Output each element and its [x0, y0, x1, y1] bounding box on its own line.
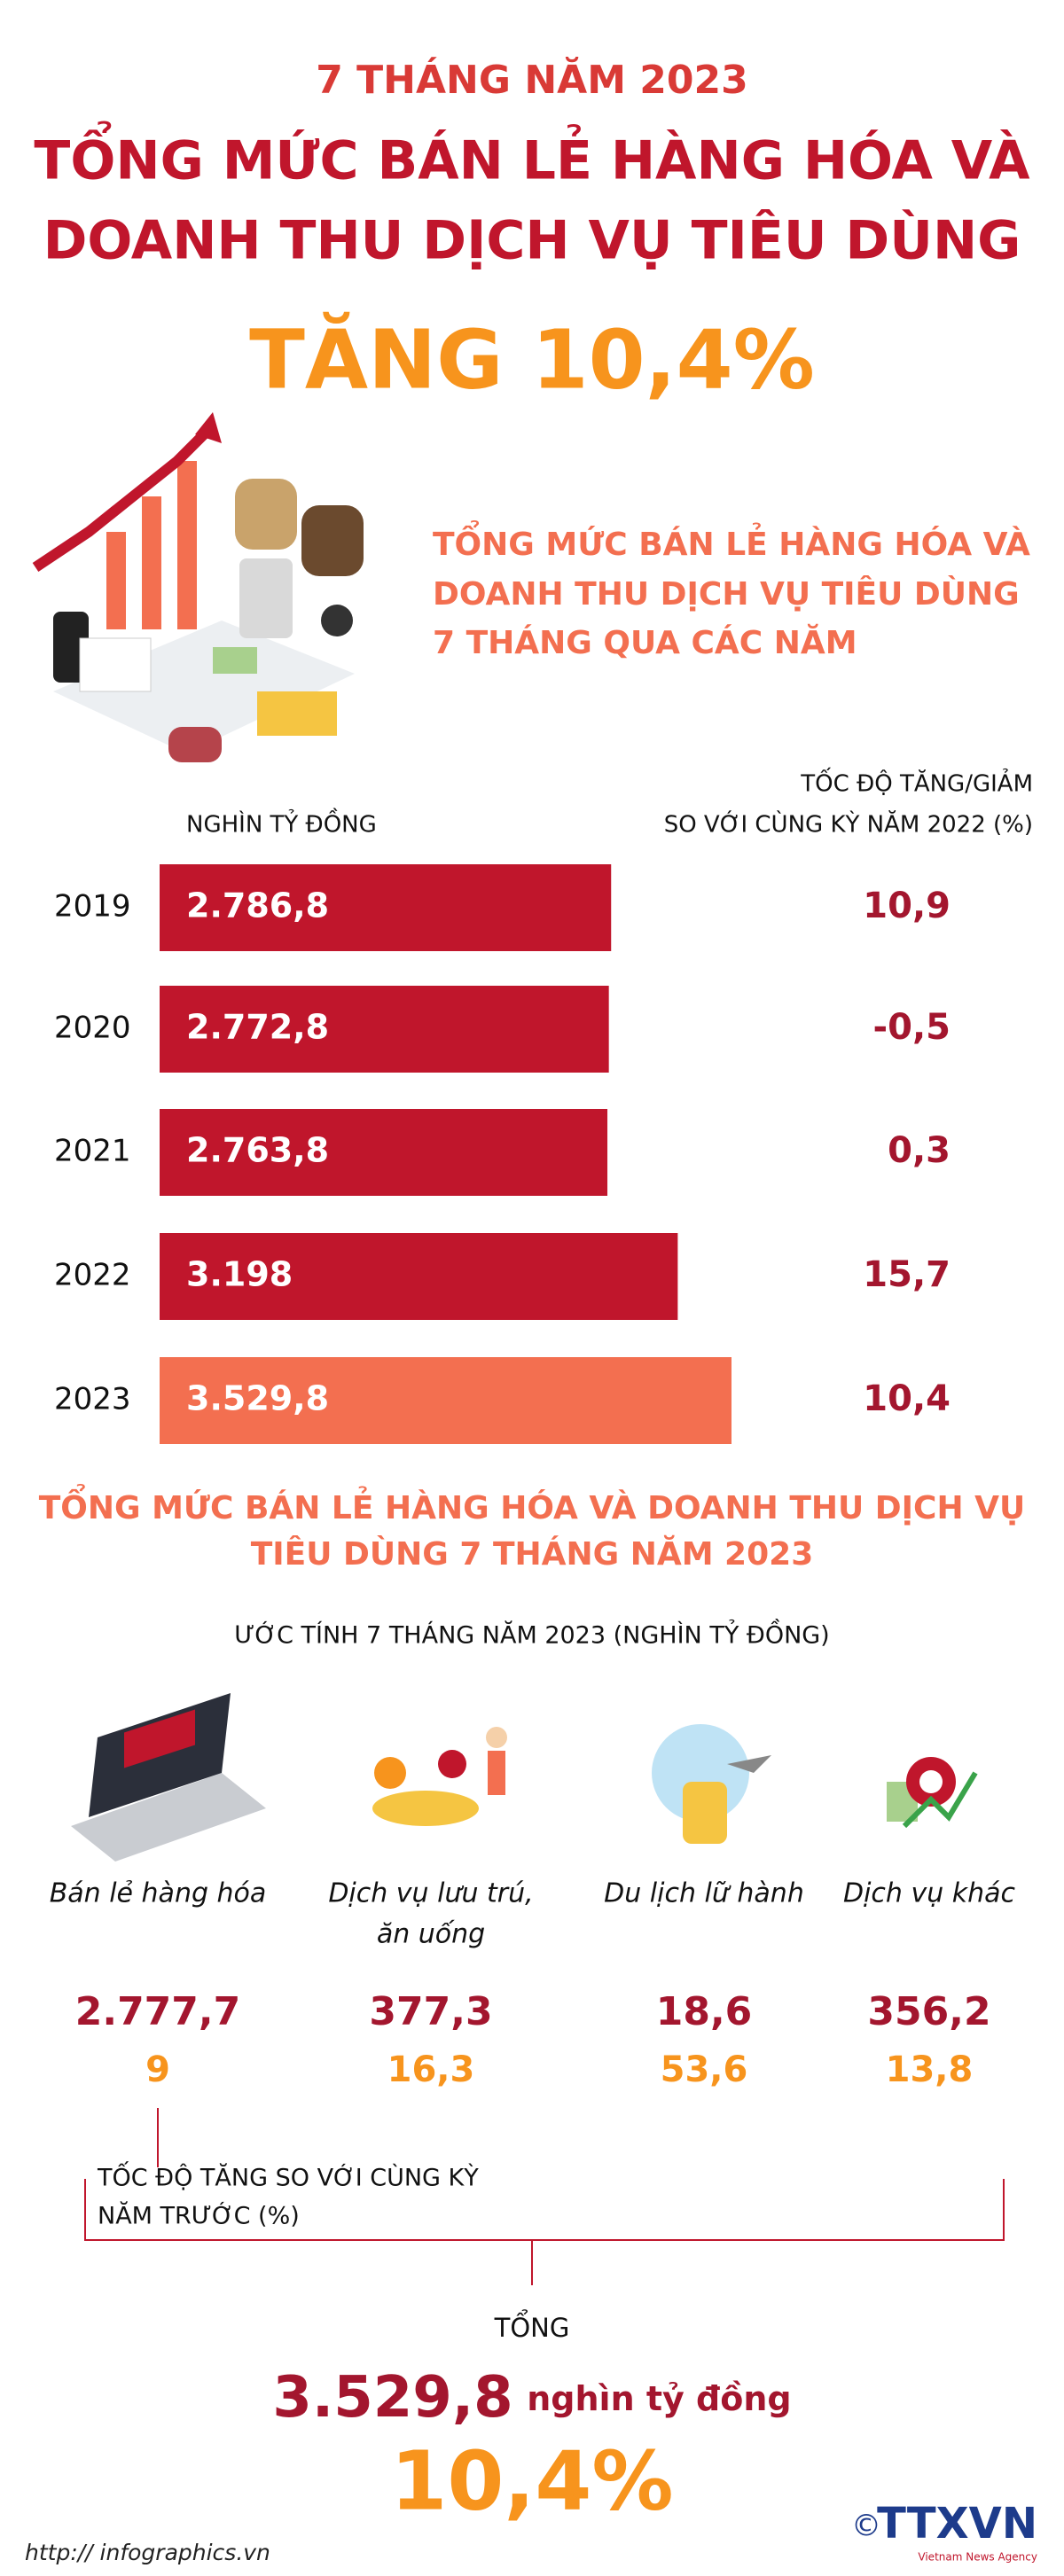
item-label: Dịch vụ khác — [843, 1878, 1016, 1909]
headline: TĂNG 10,4% — [249, 310, 815, 407]
value-label: 3.198 — [186, 1255, 293, 1294]
total-unit: nghìn tỷ đồng — [527, 2379, 791, 2418]
bar-chart: 2019 2.786,8 10,9 2020 2.772,8 -0,5 2021 2.763,… — [54, 864, 951, 1444]
growth-value: 10,9 — [863, 886, 951, 926]
bar — [160, 1109, 608, 1196]
category-label: 2021 — [54, 1134, 131, 1169]
value-label: 2.786,8 — [186, 886, 329, 925]
breakdown-items: Bán lẻ hàng hóa 2.777,7 9 Dịch vụ lưu trú, ă… — [50, 1878, 1016, 2091]
title: DOANH THU DỊCH VỤ TIÊU DÙNG — [43, 208, 1021, 272]
chart-title: 7 THÁNG QUA CÁC NĂM — [433, 623, 857, 661]
bracket — [84, 2108, 1005, 2285]
item-growth: 16,3 — [387, 2049, 475, 2090]
icons — [71, 1693, 978, 1862]
agency: Vietnam News Agency — [918, 2551, 1037, 2564]
item-value: 2.777,7 — [75, 1989, 241, 2034]
bar — [160, 864, 612, 951]
total-growth: 10,4% — [390, 2433, 673, 2528]
total-label: TỔNG — [494, 2310, 570, 2343]
section-title: TIÊU DÙNG 7 THÁNG NĂM 2023 — [251, 1534, 814, 1573]
kicker: 7 THÁNG NĂM 2023 — [316, 56, 748, 103]
item-label: Dịch vụ lưu trú, — [328, 1878, 533, 1909]
item-label: ăn uống — [377, 1919, 485, 1950]
bar — [160, 1357, 732, 1444]
value-label: 2.772,8 — [186, 1008, 329, 1047]
copyright: © — [851, 2509, 881, 2544]
item-label: Bán lẻ hàng hóa — [50, 1878, 267, 1909]
category-label: 2019 — [54, 889, 131, 925]
growth-value: 10,4 — [863, 1378, 951, 1419]
item-growth: 13,8 — [886, 2049, 974, 2090]
growth-note: NĂM TRƯỚC (%) — [98, 2201, 300, 2230]
bar — [160, 1233, 678, 1320]
total-value: 3.529,8 nghìn tỷ đồng — [272, 2365, 791, 2431]
growth-value: 0,3 — [888, 1130, 951, 1171]
growth-value: 15,7 — [863, 1254, 951, 1295]
section-title: TỔNG MỨC BÁN LẺ HÀNG HÓA VÀ DOANH THU DỊ… — [39, 1484, 1026, 1526]
growth-label: TỐC ĐỘ TĂNG/GIẢM — [800, 767, 1033, 798]
chart-title: DOANH THU DỊCH VỤ TIÊU DÙNG — [433, 575, 1020, 613]
item-value: 18,6 — [656, 1989, 753, 2034]
illustration — [32, 412, 364, 762]
logo: TTXVN — [877, 2499, 1037, 2549]
axis-label: NGHÌN TỶ ĐỒNG — [186, 808, 377, 839]
section-subtitle: ƯỚC TÍNH 7 THÁNG NĂM 2023 (NGHÌN TỶ ĐỒNG… — [234, 1619, 829, 1650]
category-label: 2020 — [54, 1011, 131, 1046]
growth-label: SO VỚI CÙNG KỲ NĂM 2022 (%) — [664, 809, 1033, 839]
item-value: 377,3 — [369, 1989, 492, 2034]
value-label: 2.763,8 — [186, 1131, 329, 1170]
growth-value: -0,5 — [873, 1007, 951, 1048]
footer-url: http:// infographics.vn — [25, 2540, 270, 2565]
item-growth: 9 — [145, 2049, 170, 2090]
chart-title: TỔNG MỨC BÁN LẺ HÀNG HÓA VÀ — [433, 520, 1030, 563]
total-number: 3.529,8 — [272, 2365, 512, 2431]
item-label: Du lịch lữ hành — [604, 1878, 804, 1909]
growth-note: TỐC ĐỘ TĂNG SO VỚI CÙNG KỲ — [97, 2161, 479, 2192]
value-label: 3.529,8 — [186, 1379, 329, 1418]
bar — [160, 986, 609, 1073]
item-value: 356,2 — [867, 1989, 990, 2034]
title: TỔNG MỨC BÁN LẺ HÀNG HÓA VÀ — [34, 120, 1030, 192]
category-label: 2023 — [54, 1382, 131, 1417]
category-label: 2022 — [54, 1258, 131, 1293]
item-growth: 53,6 — [661, 2049, 748, 2090]
